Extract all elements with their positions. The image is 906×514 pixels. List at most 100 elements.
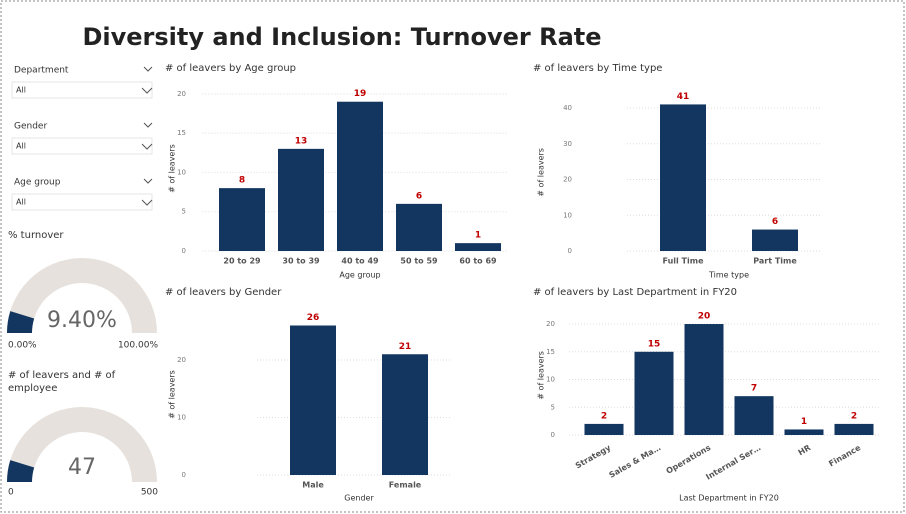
x-tick-label: 60 to 69: [459, 257, 497, 266]
slicer-value: All: [16, 86, 26, 95]
y-tick-label: 30: [563, 140, 572, 148]
chevron: [141, 143, 153, 150]
gauge-track: [7, 407, 157, 482]
y-axis-label: # of leavers: [537, 148, 546, 197]
data-label: 7: [751, 384, 757, 394]
chart-title: # of leavers by Gender: [165, 287, 282, 298]
x-tick-label: 20 to 29: [223, 257, 261, 266]
slicer-label: Gender: [14, 122, 47, 132]
gauge-tick-label: 100.00%: [118, 341, 158, 351]
dropdown[interactable]: [11, 137, 153, 155]
slicer-value: All: [16, 142, 26, 151]
chart-title: # of leavers by Last Department in FY20: [533, 287, 737, 298]
y-axis-label: # of leavers: [168, 370, 177, 419]
y-tick-label: 40: [563, 104, 572, 112]
gauge-fill: [7, 311, 35, 333]
y-tick-label: 0: [551, 431, 555, 439]
y-tick-label: 10: [563, 211, 572, 219]
y-tick-label: 20: [546, 320, 555, 328]
bar: [834, 423, 874, 435]
data-label: 26: [307, 313, 320, 323]
chevron: [143, 66, 153, 72]
y-tick-label: 20: [177, 356, 186, 364]
y-tick-label: 15: [177, 129, 186, 137]
y-tick-label: 0: [182, 471, 186, 479]
y-tick-label: 5: [551, 403, 555, 411]
bar: [290, 325, 336, 475]
bar: [634, 351, 674, 435]
data-label: 1: [801, 417, 807, 427]
chevron: [141, 199, 153, 206]
chevron: [143, 122, 153, 128]
data-label: 1: [475, 231, 481, 241]
data-label: 21: [399, 342, 412, 352]
bar: [752, 229, 798, 251]
x-tick-label: Full Time: [663, 257, 705, 266]
data-label: 6: [416, 191, 422, 201]
bar: [382, 354, 428, 475]
y-tick-label: 20: [177, 90, 186, 98]
y-tick-label: 0: [182, 247, 186, 255]
data-label: 13: [295, 136, 308, 146]
data-label: 20: [698, 312, 711, 322]
x-tick-label: Male: [302, 481, 324, 490]
bar: [219, 188, 265, 251]
data-label: 41: [677, 92, 690, 102]
y-tick-label: 15: [546, 348, 555, 356]
gauge-tick-label: 0.00%: [8, 341, 37, 351]
x-axis-label: Gender: [344, 494, 374, 503]
x-tick-label: Female: [389, 481, 422, 490]
x-axis-label: Last Department in FY20: [679, 494, 779, 503]
bar: [660, 104, 706, 251]
bar: [734, 396, 774, 435]
x-tick-label: Part Time: [753, 257, 797, 266]
y-tick-label: 10: [177, 168, 186, 176]
chart-title: % turnover: [8, 230, 64, 241]
gauge-tick-label: 500: [141, 488, 158, 498]
y-tick-label: 10: [546, 376, 555, 384]
bar: [784, 429, 824, 435]
slicer[interactable]: Department All: [11, 66, 153, 99]
bar: [278, 148, 324, 251]
gauge-tick-label: 0: [8, 488, 14, 498]
chart-title-box: # of leavers and # of employee: [8, 370, 116, 394]
data-label: 2: [601, 411, 607, 421]
data-label: 2: [851, 411, 857, 421]
y-axis-label: # of leavers: [168, 144, 177, 193]
dropdown[interactable]: [11, 193, 153, 211]
y-tick-label: 20: [563, 176, 572, 184]
bar: [337, 101, 383, 251]
slicer[interactable]: Age group All: [11, 178, 153, 211]
bar: [455, 243, 501, 251]
x-axis-label: Age group: [339, 271, 380, 280]
x-tick-label: 30 to 39: [282, 257, 320, 266]
slicer-label: Age group: [14, 178, 61, 188]
page-title: Diversity and Inclusion: Turnover Rate: [82, 23, 601, 51]
y-tick-label: 0: [568, 247, 572, 255]
y-tick-label: 5: [182, 208, 186, 216]
chevron: [141, 87, 153, 94]
bar: [684, 324, 724, 435]
chart-title: # of leavers and # of employee: [8, 370, 116, 394]
y-tick-label: 10: [177, 414, 186, 422]
slicer-value: All: [16, 198, 26, 207]
x-tick-label: 50 to 59: [400, 257, 438, 266]
y-axis-label: # of leavers: [537, 351, 546, 400]
gauge-track: [7, 258, 157, 333]
dropdown[interactable]: [11, 81, 153, 99]
x-tick-label: 40 to 49: [341, 257, 379, 266]
gauge-value: 47: [68, 455, 96, 480]
slicer[interactable]: Gender All: [11, 122, 153, 155]
gauge-value: 9.40%: [47, 308, 117, 333]
data-label: 6: [772, 217, 778, 227]
data-label: 19: [354, 89, 367, 99]
data-label: 8: [239, 176, 245, 186]
bar: [396, 203, 442, 251]
x-axis-label: Time type: [708, 271, 749, 280]
bar: [584, 423, 624, 435]
chart-title: # of leavers by Age group: [165, 63, 296, 74]
data-label: 15: [648, 339, 661, 349]
slicer-label: Department: [14, 66, 69, 76]
gauge-fill: [7, 460, 35, 482]
